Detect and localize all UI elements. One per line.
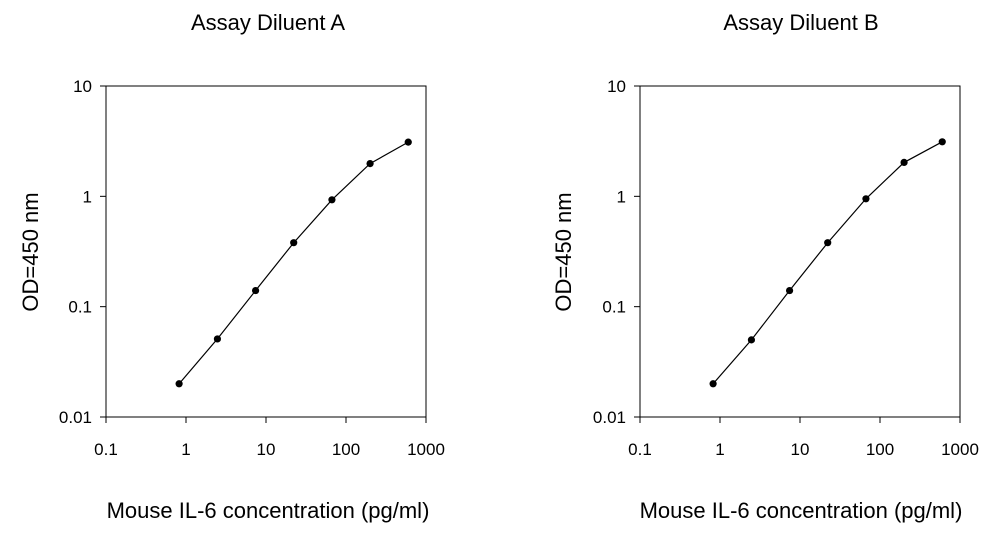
x-tick-label: 0.1 bbox=[94, 440, 118, 459]
y-tick-label: 10 bbox=[73, 77, 92, 96]
x-tick-label: 0.1 bbox=[628, 440, 652, 459]
series-line bbox=[178, 141, 409, 385]
chart-assay-diluent-a: Assay Diluent A OD=450 nm Mouse IL-6 con… bbox=[18, 10, 445, 523]
x-tick-label: 100 bbox=[332, 440, 360, 459]
x-tick-label: 100 bbox=[866, 440, 894, 459]
data-point bbox=[862, 195, 870, 203]
data-point bbox=[175, 380, 183, 388]
data-point bbox=[747, 336, 756, 344]
data-point bbox=[251, 286, 260, 295]
x-tick-label: 10 bbox=[791, 440, 810, 459]
x-axis-label: Mouse IL-6 concentration (pg/ml) bbox=[640, 498, 963, 523]
y-axis-label: OD=450 nm bbox=[18, 192, 43, 311]
data-point bbox=[290, 239, 298, 247]
y-axis-label: OD=450 nm bbox=[551, 192, 576, 311]
chart-assay-diluent-b: Assay Diluent B OD=450 nm Mouse IL-6 con… bbox=[551, 10, 979, 523]
x-tick-label: 1000 bbox=[941, 440, 979, 459]
data-point bbox=[404, 138, 412, 146]
data-point bbox=[824, 239, 832, 247]
data-point bbox=[785, 286, 794, 295]
y-tick-label: 0.01 bbox=[593, 408, 626, 427]
x-tick-label: 1 bbox=[181, 440, 190, 459]
data-point bbox=[366, 160, 374, 168]
y-tick-label: 1 bbox=[617, 187, 626, 206]
x-tick-label: 1 bbox=[715, 440, 724, 459]
y-tick-label: 1 bbox=[83, 187, 92, 206]
data-point bbox=[938, 138, 946, 146]
data-point bbox=[328, 196, 336, 204]
x-tick-label: 10 bbox=[257, 440, 276, 459]
y-tick-label: 10 bbox=[607, 77, 626, 96]
chart-title: Assay Diluent A bbox=[191, 10, 345, 35]
series-line bbox=[712, 141, 943, 385]
y-tick-label: 0.1 bbox=[68, 298, 92, 317]
x-tick-label: 1000 bbox=[407, 440, 445, 459]
y-tick-label: 0.1 bbox=[602, 298, 626, 317]
plot-frame bbox=[105, 85, 427, 418]
plot-frame bbox=[639, 85, 961, 418]
y-tick-label: 0.01 bbox=[59, 408, 92, 427]
x-axis-label: Mouse IL-6 concentration (pg/ml) bbox=[107, 498, 430, 523]
chart-title: Assay Diluent B bbox=[723, 10, 878, 35]
data-point bbox=[900, 158, 908, 167]
data-point bbox=[213, 335, 222, 343]
data-point bbox=[709, 380, 717, 388]
